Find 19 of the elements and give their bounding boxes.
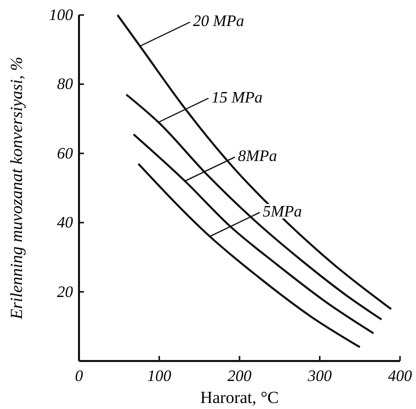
x-tick-label: 0 [75, 368, 83, 385]
x-tick-label: 400 [388, 368, 412, 385]
x-tick-label: 100 [147, 368, 172, 385]
line-series [132, 133, 375, 334]
y-tick-label: 60 [57, 145, 73, 162]
annotation: 20 MPa [192, 13, 244, 30]
y-tick-label: 100 [49, 7, 73, 24]
line-series [137, 162, 361, 348]
y-axis-title: Erilenning muvozanat konversiyasi, % [7, 56, 26, 320]
annotation: 8MPa [238, 148, 278, 166]
x-tick-label: 200 [228, 368, 252, 385]
x-axis-title: Harorat, °C [200, 388, 279, 407]
line-series [125, 94, 383, 320]
x-tick-label: 300 [306, 368, 332, 385]
y-tick-label: 40 [57, 214, 73, 232]
annotation: 15 MPa [211, 89, 263, 106]
line-series [116, 14, 392, 310]
y-tick-label: 80 [57, 76, 73, 94]
y-tick-label: 20 [57, 284, 73, 301]
